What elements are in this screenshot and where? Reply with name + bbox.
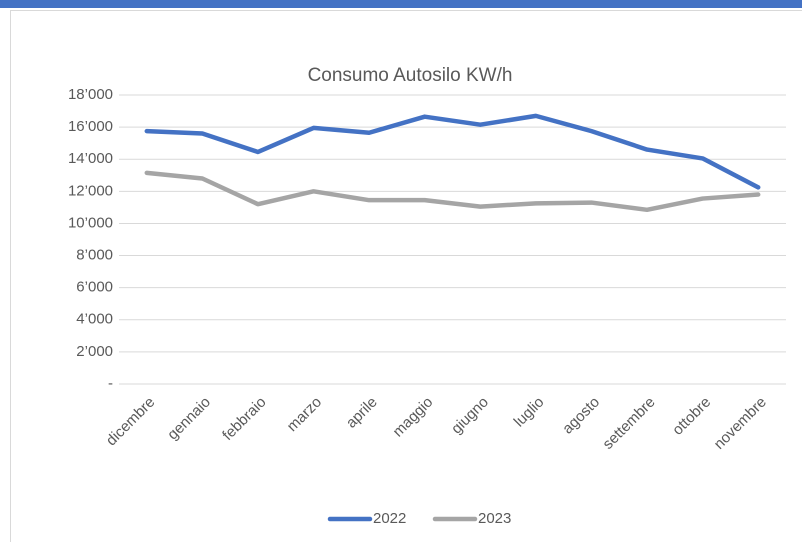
series-line	[144, 170, 761, 213]
y-tick-label: -	[108, 375, 113, 392]
y-tick-label: 2’000	[76, 343, 113, 360]
series-line	[144, 113, 761, 190]
y-tick-label: 4’000	[76, 311, 113, 328]
y-tick-label: 16’000	[68, 118, 113, 135]
top-bar	[0, 0, 802, 8]
legend-label: 2023	[478, 510, 511, 527]
chart-title: Consumo Autosilo KW/h	[308, 65, 513, 86]
y-tick-label: 10’000	[68, 214, 113, 231]
y-tick-label: 14’000	[68, 150, 113, 167]
y-tick-label: 12’000	[68, 182, 113, 199]
y-tick-label: 6’000	[76, 279, 113, 296]
y-tick-label: 8’000	[76, 247, 113, 264]
legend-label: 2022	[373, 510, 406, 527]
y-tick-label: 18’000	[68, 86, 113, 103]
chart-frame	[10, 10, 802, 542]
